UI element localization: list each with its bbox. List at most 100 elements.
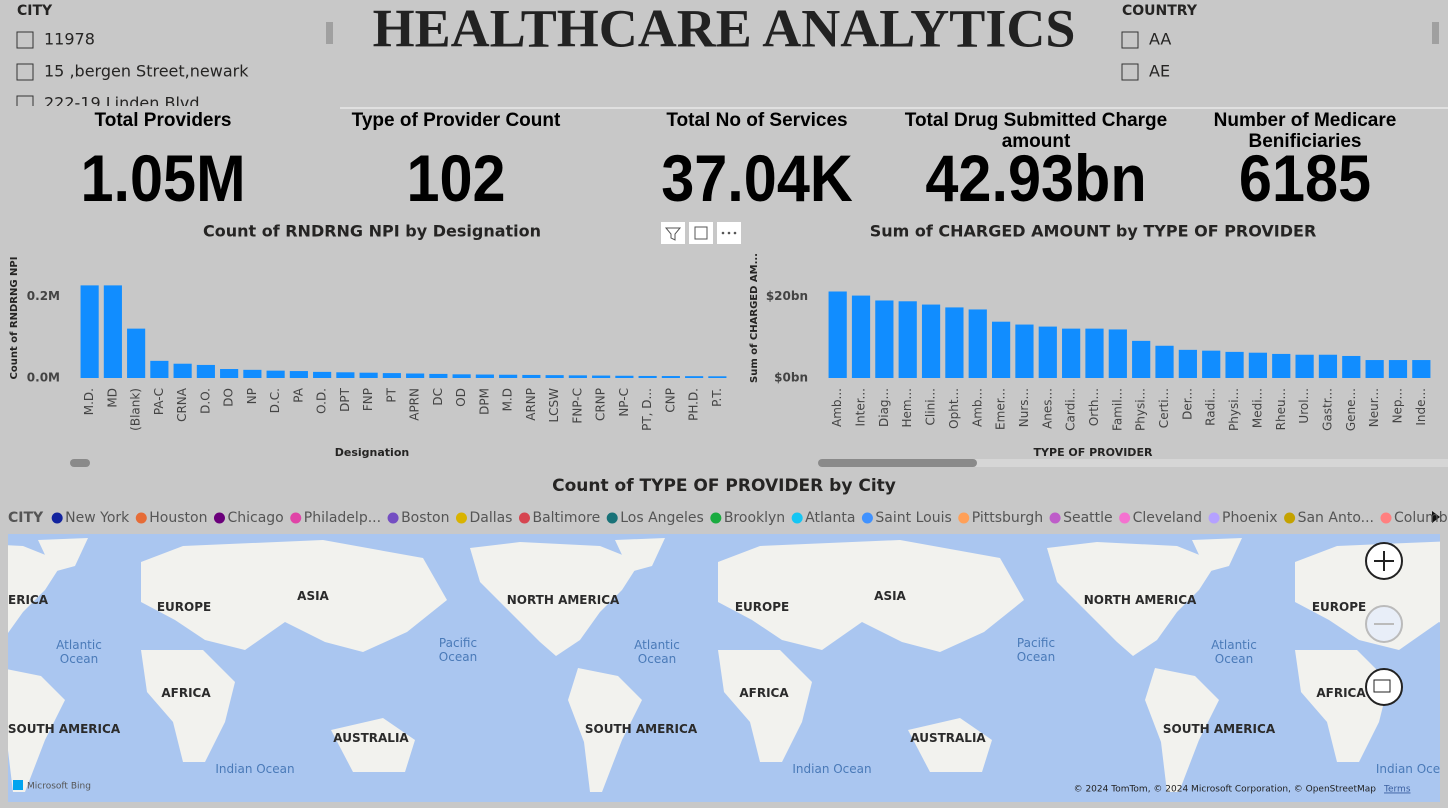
legend-item[interactable]: Houston	[149, 510, 207, 526]
kpi-title: Number of Medicare Benificiaries	[1213, 110, 1397, 152]
focus-icon	[694, 226, 708, 240]
y-tick-label: $0bn	[774, 371, 808, 385]
chart-title: Sum of CHARGED AMOUNT by TYPE OF PROVIDE…	[870, 222, 1317, 241]
x-tick-label: Cardi...	[1064, 388, 1078, 431]
focus-button[interactable]	[689, 222, 713, 244]
map-label: ASIA	[297, 589, 329, 603]
checkbox[interactable]	[16, 31, 34, 49]
map-title: Count of TYPE OF PROVIDER by City	[552, 476, 896, 496]
kpi-title: Total Providers	[94, 110, 232, 131]
x-tick-label: Anes...	[1040, 388, 1054, 429]
terms-link[interactable]: Terms	[1383, 785, 1411, 795]
legend-item[interactable]: San Anto...	[1298, 510, 1374, 526]
checkbox[interactable]	[16, 63, 34, 81]
legend-swatch	[1208, 512, 1220, 524]
legend-item[interactable]: Pittsburgh	[972, 510, 1043, 526]
legend-item[interactable]: Boston	[401, 510, 449, 526]
x-tick-label: MD	[105, 388, 119, 408]
x-tick-label: NP-C	[617, 388, 631, 417]
bar	[1272, 353, 1291, 378]
kpi-value: 42.93bn	[925, 141, 1147, 215]
map-label: AUSTRALIA	[910, 731, 986, 745]
legend-swatch	[606, 512, 618, 524]
bar	[1085, 328, 1104, 378]
x-tick-label: DPT	[338, 387, 352, 411]
x-tick-label: Emer...	[994, 388, 1008, 430]
legend-swatch	[1380, 512, 1392, 524]
legend-item[interactable]: Philadelp...	[304, 510, 381, 526]
legend-item[interactable]: Baltimore	[532, 510, 600, 526]
y-tick-label: 0.0M	[27, 371, 60, 385]
legend-next[interactable]	[1432, 511, 1440, 523]
x-tick-label: APRN	[408, 388, 422, 421]
scrollbar[interactable]	[326, 22, 333, 44]
legend-swatch	[791, 512, 803, 524]
map-label: Atlantic Ocean	[56, 638, 102, 666]
bar	[1202, 350, 1221, 378]
x-tick-label: PA-C	[152, 388, 166, 415]
checkbox[interactable]	[1121, 63, 1139, 81]
kpi-card: Total No of Services 37.04K	[622, 110, 892, 211]
legend-item[interactable]: Saint Louis	[875, 510, 951, 526]
chart-scrollbar[interactable]	[70, 459, 90, 467]
kpi-card: Number of Medicare Benificiaries 6185	[1170, 110, 1440, 211]
filter-button[interactable]	[661, 222, 685, 244]
x-tick-label: OD	[454, 388, 468, 407]
x-tick-label: P.T.	[710, 388, 724, 407]
legend-item[interactable]: Atlanta	[805, 510, 855, 526]
bar	[661, 376, 680, 378]
legend-item[interactable]: New York	[65, 510, 130, 526]
x-tick-label: CRNA	[175, 387, 189, 422]
visual-header	[661, 222, 741, 244]
dot	[721, 231, 725, 235]
bar	[382, 373, 401, 378]
legend-item[interactable]: Cleveland	[1133, 510, 1202, 526]
bar	[991, 321, 1011, 378]
legend-item[interactable]: Brooklyn	[724, 510, 785, 526]
map-label: SOUTH AMERICA	[7, 722, 121, 736]
x-tick-label: D.O.	[198, 388, 212, 414]
checkbox[interactable]	[1121, 31, 1139, 49]
x-tick-label: Gene...	[1344, 388, 1358, 431]
bar	[243, 369, 262, 378]
chart-title: Count of RNDRNG NPI by Designation	[203, 222, 541, 241]
bar	[1038, 326, 1057, 378]
map-label: AFRICA	[161, 686, 211, 700]
map-label: Pacific Ocean	[438, 636, 478, 664]
scrollbar[interactable]	[1432, 22, 1439, 44]
map-label: ASIA	[874, 589, 906, 603]
bar	[1365, 360, 1384, 378]
legend-item[interactable]: Columbus	[1394, 510, 1448, 526]
bar	[1295, 354, 1314, 378]
kpi-title: Total Drug Submitted Charge amount	[904, 110, 1168, 152]
chart-scrollbar[interactable]	[818, 459, 977, 467]
bar	[1108, 329, 1127, 378]
checkbox[interactable]	[16, 95, 34, 112]
map[interactable]	[0, 534, 1448, 802]
map-label: Indian Ocean	[215, 762, 295, 776]
plus-icon	[1374, 551, 1394, 571]
x-tick-label: Opht...	[947, 388, 961, 429]
report-title: HEALTHCARE ANALYTICS	[373, 0, 1076, 58]
x-tick-label: O.D.	[315, 388, 329, 414]
slicer-title: CITY	[17, 3, 53, 19]
x-tick-label: M.D.	[82, 388, 96, 415]
slicer-item: AE	[1149, 62, 1170, 81]
bar	[1412, 360, 1431, 378]
kpi-title: Type of Provider Count	[351, 110, 561, 131]
legend-item[interactable]: Dallas	[469, 510, 512, 526]
bar	[429, 373, 448, 378]
x-tick-label: Gastr...	[1320, 388, 1334, 431]
legend-item[interactable]: Seattle	[1063, 510, 1113, 526]
map-label: Atlantic Ocean	[634, 638, 680, 666]
select-tool[interactable]	[1365, 668, 1403, 706]
map-label: NORTH AMERICA	[506, 593, 620, 607]
legend-swatch	[1284, 512, 1296, 524]
legend-item[interactable]: Los Angeles	[620, 510, 704, 526]
legend-swatch	[710, 512, 722, 524]
legend-item[interactable]: Chicago	[227, 510, 283, 526]
kpi-value: 1.05M	[80, 141, 246, 215]
legend-item[interactable]: Phoenix	[1222, 510, 1278, 526]
x-tick-label: Radi...	[1204, 388, 1218, 426]
